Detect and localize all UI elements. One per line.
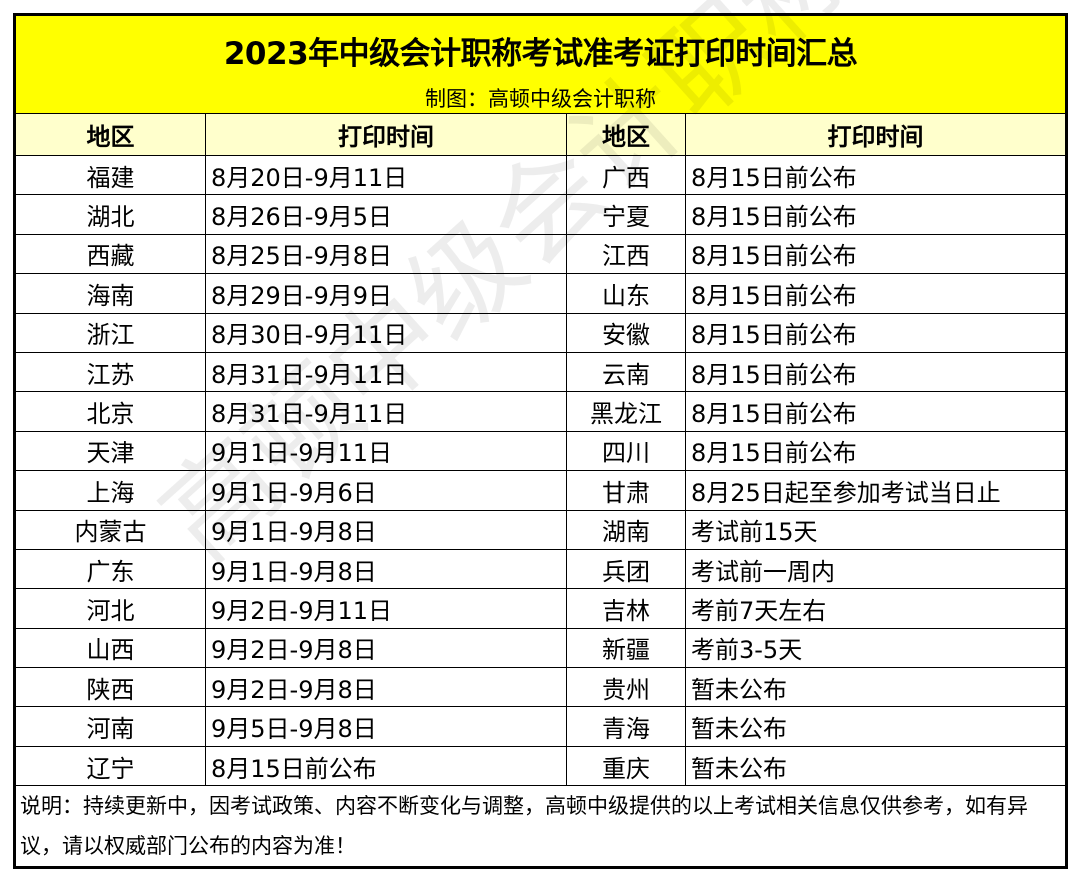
region-cell: 河南 — [15, 706, 206, 747]
time-cell: 8月26日-9月5日 — [205, 194, 567, 235]
region-cell: 江苏 — [15, 351, 206, 393]
region-cell: 安徽 — [566, 312, 686, 353]
time-cell: 9月1日-9月8日 — [205, 509, 567, 550]
table-row: 湖北 8月26日-9月5日 宁夏 8月15日前公布 — [15, 194, 1066, 235]
region-cell: 北京 — [15, 391, 206, 432]
region-cell: 河北 — [15, 588, 206, 629]
exam-admission-table: 2023年中级会计职称考试准考证打印时间汇总 制图：高顿中级会计职称 地区 打印… — [13, 13, 1068, 870]
table-row: 北京 8月31日-9月11日 黑龙江 8月15日前公布 — [15, 391, 1066, 432]
region-cell: 青海 — [566, 706, 686, 747]
region-cell: 内蒙古 — [15, 509, 206, 550]
header-row: 地区 打印时间 地区 打印时间 — [15, 113, 1066, 156]
header-region-right: 地区 — [566, 113, 686, 156]
time-cell: 9月2日-9月11日 — [205, 588, 567, 629]
time-cell: 8月29日-9月9日 — [205, 273, 567, 314]
time-cell: 9月1日-9月6日 — [205, 470, 567, 511]
time-cell: 9月1日-9月11日 — [205, 430, 567, 472]
time-cell: 暂未公布 — [685, 745, 1066, 787]
table-row: 江苏 8月31日-9月11日 云南 8月15日前公布 — [15, 351, 1066, 393]
time-cell: 考前3-5天 — [685, 627, 1066, 669]
region-cell: 新疆 — [566, 627, 686, 669]
time-cell: 考前7天左右 — [685, 588, 1066, 629]
time-cell: 8月15日前公布 — [685, 154, 1066, 196]
page-title: 2023年中级会计职称考试准考证打印时间汇总 — [223, 36, 858, 72]
region-cell: 浙江 — [15, 312, 206, 353]
title-block: 2023年中级会计职称考试准考证打印时间汇总 制图：高顿中级会计职称 — [15, 15, 1066, 114]
region-cell: 辽宁 — [15, 745, 206, 787]
header-time-left: 打印时间 — [205, 113, 567, 156]
time-cell: 9月2日-9月8日 — [205, 627, 567, 669]
table-row: 广东 9月1日-9月8日 兵团 考试前一周内 — [15, 548, 1066, 590]
time-cell: 8月15日前公布 — [685, 233, 1066, 275]
time-cell: 8月15日前公布 — [205, 745, 567, 787]
region-cell: 兵团 — [566, 548, 686, 590]
time-cell: 8月25日起至参加考试当日止 — [685, 470, 1066, 511]
time-cell: 8月31日-9月11日 — [205, 391, 567, 432]
region-cell: 吉林 — [566, 588, 686, 629]
region-cell: 四川 — [566, 430, 686, 472]
region-cell: 湖北 — [15, 194, 206, 235]
time-cell: 8月20日-9月11日 — [205, 154, 567, 196]
footnote: 说明：持续更新中，因考试政策、内容不断变化与调整，高顿中级提供的以上考试相关信息… — [15, 785, 1066, 868]
time-cell: 8月15日前公布 — [685, 312, 1066, 353]
region-cell: 山东 — [566, 273, 686, 314]
table-row: 上海 9月1日-9月6日 甘肃 8月25日起至参加考试当日止 — [15, 470, 1066, 511]
table-row: 海南 8月29日-9月9日 山东 8月15日前公布 — [15, 273, 1066, 314]
region-cell: 陕西 — [15, 667, 206, 708]
time-cell: 暂未公布 — [685, 667, 1066, 708]
time-cell: 9月1日-9月8日 — [205, 548, 567, 590]
time-cell: 8月15日前公布 — [685, 351, 1066, 393]
region-cell: 天津 — [15, 430, 206, 472]
time-cell: 考试前15天 — [685, 509, 1066, 550]
region-cell: 上海 — [15, 470, 206, 511]
time-cell: 考试前一周内 — [685, 548, 1066, 590]
header-time-right: 打印时间 — [685, 113, 1066, 156]
table-row: 山西 9月2日-9月8日 新疆 考前3-5天 — [15, 627, 1066, 669]
table-row: 内蒙古 9月1日-9月8日 湖南 考试前15天 — [15, 509, 1066, 550]
region-cell: 重庆 — [566, 745, 686, 787]
table-row: 河北 9月2日-9月11日 吉林 考前7天左右 — [15, 588, 1066, 629]
region-cell: 江西 — [566, 233, 686, 275]
time-cell: 9月5日-9月8日 — [205, 706, 567, 747]
region-cell: 海南 — [15, 273, 206, 314]
time-cell: 8月31日-9月11日 — [205, 351, 567, 393]
table-row: 浙江 8月30日-9月11日 安徽 8月15日前公布 — [15, 312, 1066, 353]
table-row: 福建 8月20日-9月11日 广西 8月15日前公布 — [15, 154, 1066, 196]
table-row: 陕西 9月2日-9月8日 贵州 暂未公布 — [15, 667, 1066, 708]
region-cell: 湖南 — [566, 509, 686, 550]
table-row: 辽宁 8月15日前公布 重庆 暂未公布 — [15, 745, 1066, 787]
time-cell: 暂未公布 — [685, 706, 1066, 747]
region-cell: 广西 — [566, 154, 686, 196]
region-cell: 山西 — [15, 627, 206, 669]
region-cell: 广东 — [15, 548, 206, 590]
region-cell: 西藏 — [15, 233, 206, 275]
table-row: 西藏 8月25日-9月8日 江西 8月15日前公布 — [15, 233, 1066, 275]
time-cell: 8月15日前公布 — [685, 391, 1066, 432]
header-region-left: 地区 — [15, 113, 206, 156]
time-cell: 8月25日-9月8日 — [205, 233, 567, 275]
time-cell: 8月30日-9月11日 — [205, 312, 567, 353]
time-cell: 8月15日前公布 — [685, 430, 1066, 472]
table-row: 河南 9月5日-9月8日 青海 暂未公布 — [15, 706, 1066, 747]
time-cell: 8月15日前公布 — [685, 194, 1066, 235]
region-cell: 甘肃 — [566, 470, 686, 511]
region-cell: 黑龙江 — [566, 391, 686, 432]
table-row: 天津 9月1日-9月11日 四川 8月15日前公布 — [15, 430, 1066, 472]
subtitle: 制图：高顿中级会计职称 — [425, 87, 656, 111]
region-cell: 福建 — [15, 154, 206, 196]
time-cell: 8月15日前公布 — [685, 273, 1066, 314]
time-cell: 9月2日-9月8日 — [205, 667, 567, 708]
region-cell: 宁夏 — [566, 194, 686, 235]
region-cell: 云南 — [566, 351, 686, 393]
region-cell: 贵州 — [566, 667, 686, 708]
